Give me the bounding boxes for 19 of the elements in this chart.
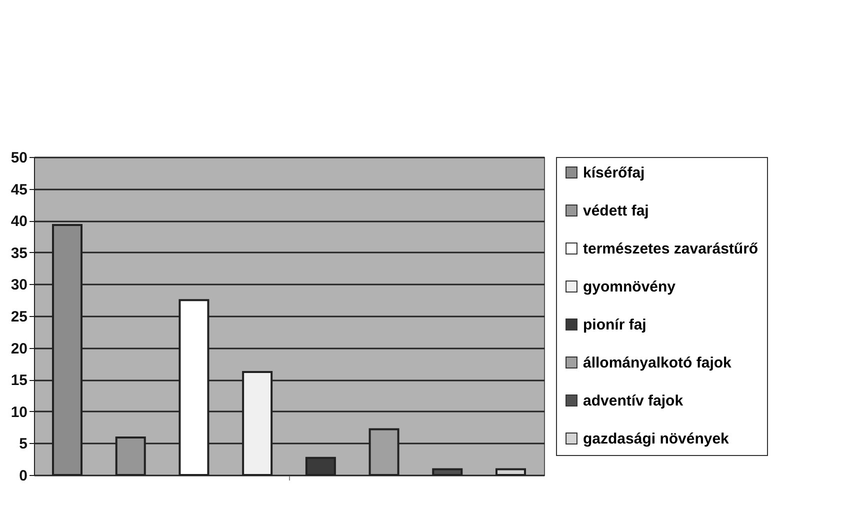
y-tick-label: 35 bbox=[10, 244, 28, 262]
y-tick-label: 20 bbox=[10, 340, 28, 358]
legend-label: állományalkotó fajok bbox=[583, 354, 732, 372]
y-tick-label: 25 bbox=[10, 308, 28, 326]
y-tick-label: 10 bbox=[10, 404, 28, 421]
legend-label: védett faj bbox=[583, 202, 649, 220]
y-tick-label: 40 bbox=[10, 213, 28, 230]
legend-label: pionír faj bbox=[583, 316, 646, 334]
y-tick-label: 45 bbox=[10, 181, 28, 198]
y-tick-label: 50 bbox=[10, 150, 28, 166]
legend-label: természetes zavarástűrő bbox=[583, 240, 758, 258]
y-tick-label: 15 bbox=[10, 372, 28, 390]
legend-label: adventív fajok bbox=[583, 392, 684, 410]
legend-label: gyomnövény bbox=[583, 278, 676, 296]
y-tick-label: 5 bbox=[19, 436, 28, 453]
y-tick-label: 0 bbox=[19, 468, 28, 484]
legend-label: kísérőfaj bbox=[583, 164, 645, 182]
y-tick-label: 30 bbox=[10, 276, 28, 294]
legend-label: gazdasági növények bbox=[583, 430, 730, 448]
